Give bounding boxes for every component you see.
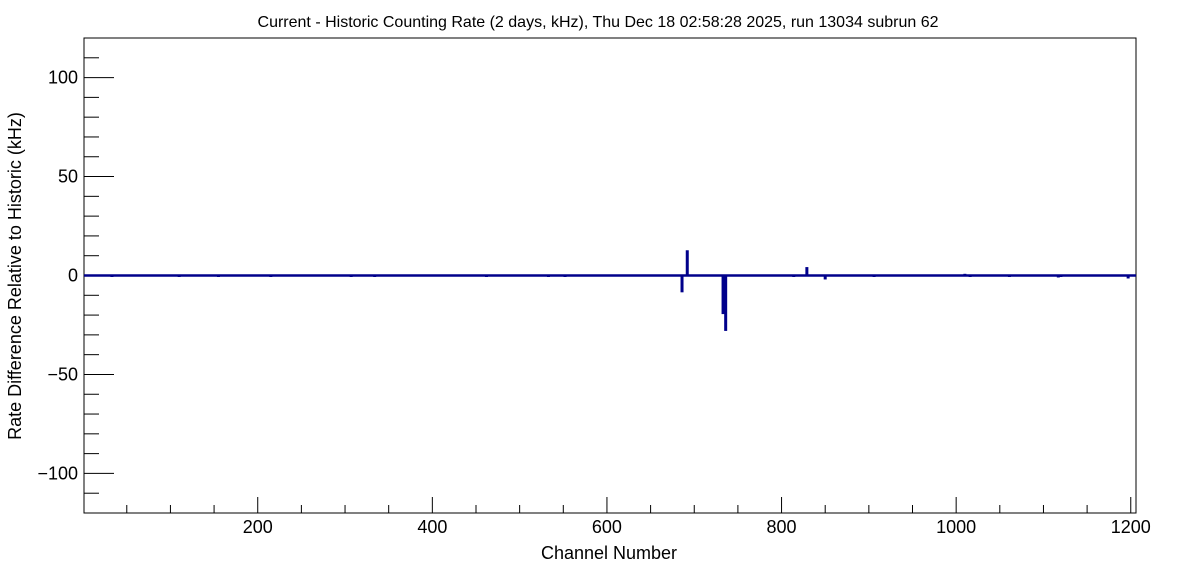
channel-bar [1056,275,1060,278]
channel-bar [373,275,377,277]
channel-bar [823,275,827,280]
y-tick-label: 50 [58,167,78,187]
channel-bar [792,275,796,277]
channel-bar [724,275,728,331]
y-tick-label: 100 [48,68,78,88]
x-tick-label: 200 [243,517,273,537]
channel-bar [680,275,684,293]
x-tick-label: 600 [592,517,622,537]
channel-bar [1007,275,1011,277]
channel-bar [177,275,181,277]
y-tick-label: −50 [47,364,78,384]
channel-bar [546,275,550,277]
channel-bar [269,275,273,277]
y-tick-label: 0 [68,266,78,286]
channel-bar [563,275,567,277]
x-tick-label: 400 [417,517,447,537]
channel-bar [805,267,809,276]
channel-bar [484,275,488,277]
series-marks [84,250,1136,331]
channel-bar [963,273,967,276]
channel-bar [968,275,972,277]
x-axis-ticks: 200 400 600 800 1000 1200 [126,497,1151,537]
y-axis-title: Rate Difference Relative to Historic (kH… [5,112,25,440]
x-axis-title: Channel Number [541,543,677,563]
channel-bar [216,275,220,277]
x-tick-label: 1200 [1111,517,1151,537]
x-tick-label: 800 [767,517,797,537]
x-tick-label: 1000 [936,517,976,537]
channel-bar [872,275,876,277]
channel-bar [110,275,114,277]
channel-bar [1126,275,1130,279]
channel-bar [349,275,353,277]
channel-bar [685,250,689,276]
channel-bar [1059,275,1063,277]
channel-bar [721,275,725,315]
y-tick-label: −100 [37,463,78,483]
chart-title: Current - Historic Counting Rate (2 days… [258,14,939,31]
